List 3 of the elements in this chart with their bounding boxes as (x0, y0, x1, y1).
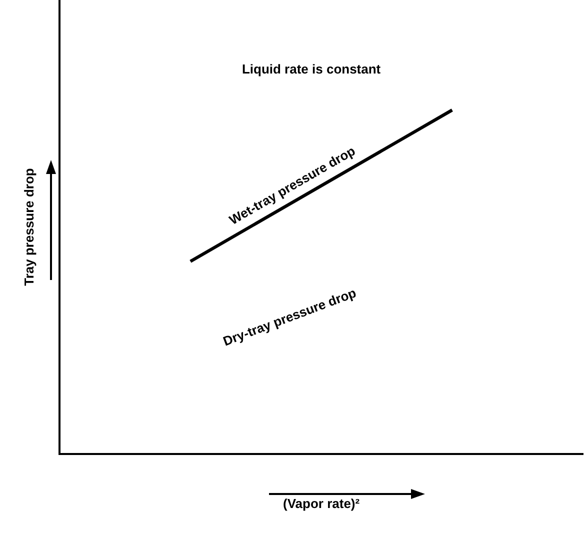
text: Liquid rate is constant (242, 62, 382, 77)
x-axis-title: (Vapor rate)² (283, 496, 360, 511)
y-axis-title: Tray pressure drop (21, 168, 36, 286)
